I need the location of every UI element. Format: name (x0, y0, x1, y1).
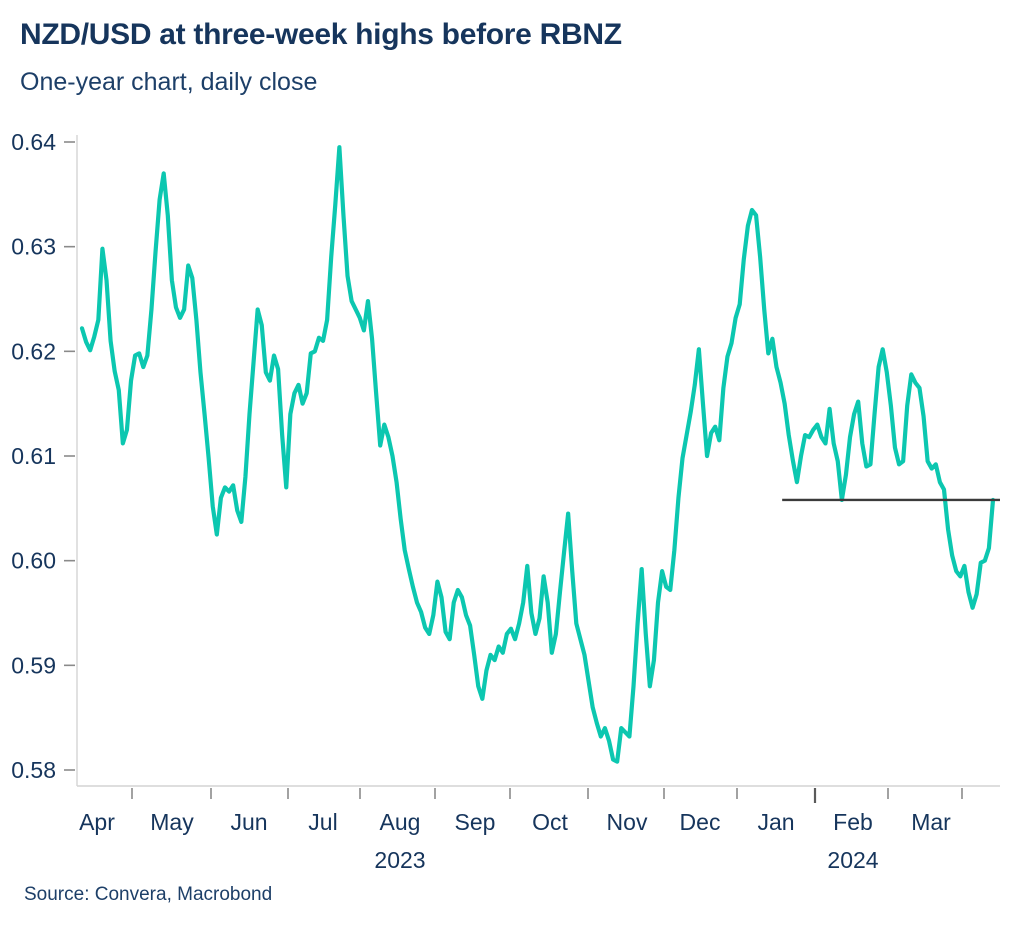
x-tick-label: Jul (308, 809, 337, 835)
x-tick-label: Sep (455, 809, 496, 835)
x-tick-label: Jan (757, 809, 794, 835)
chart-axes (76, 135, 1000, 787)
x-axis-year-label: 2023 (374, 847, 425, 873)
y-tick-label: 0.63 (11, 234, 56, 260)
y-tick-label: 0.62 (11, 338, 56, 364)
y-axis-ticks: 0.64 0.63 0.62 0.61 0.60 0.59 0.58 (11, 129, 75, 783)
source-note: Source: Convera, Macrobond (24, 884, 273, 905)
x-tick-label: Nov (607, 809, 648, 835)
page-title: NZD/USD at three-week highs before RBNZ (20, 18, 622, 51)
x-tick-label: Mar (911, 809, 951, 835)
series-line-nzd-usd (79, 145, 996, 764)
x-tick-label: Oct (532, 809, 568, 835)
x-tick-label: May (150, 809, 194, 835)
x-tick-label: Apr (79, 809, 115, 835)
x-tick-label: Dec (680, 809, 721, 835)
y-tick-label: 0.59 (11, 652, 56, 678)
chart-subtitle: One-year chart, daily close (20, 68, 318, 96)
y-tick-label: 0.60 (11, 548, 56, 574)
x-tick-label: Feb (833, 809, 873, 835)
x-axis-year-label: 2024 (827, 847, 878, 873)
y-tick-label: 0.64 (11, 129, 56, 155)
chart-series (79, 145, 996, 764)
y-tick-label: 0.61 (11, 443, 56, 469)
y-tick-label: 0.58 (11, 757, 56, 783)
x-axis-ticks: Apr May Jun Jul Aug 2023 Sep Oct Nov Dec Jan Feb 202… (79, 788, 963, 873)
x-tick-label: Jun (230, 809, 267, 835)
x-tick-label: Aug (380, 809, 421, 835)
